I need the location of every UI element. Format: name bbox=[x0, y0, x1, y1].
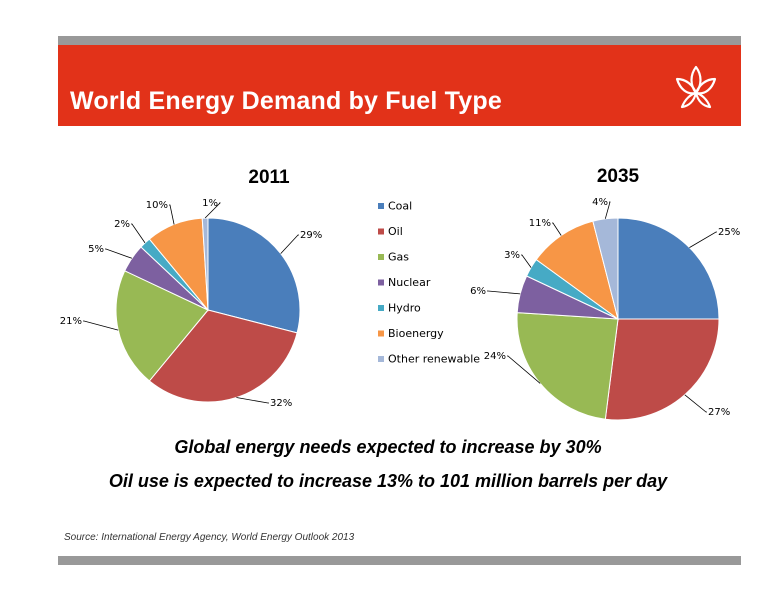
pie-slice-2035-gas bbox=[516, 312, 619, 420]
data-label-2035-hydro: 3% bbox=[504, 250, 520, 261]
leader-line-2035-oil bbox=[684, 394, 707, 413]
data-label-2011-hydro: 2% bbox=[114, 219, 130, 230]
data-label-2035-other-renewable: 4% bbox=[592, 197, 608, 208]
legend-label-hydro: Hydro bbox=[388, 302, 421, 315]
chart-legend: Coal Oil Gas Nuclear Hydro Bioenergy Other ren… bbox=[378, 200, 480, 366]
leader-line-2035-coal bbox=[689, 231, 717, 248]
data-label-2035-nuclear: 6% bbox=[470, 286, 486, 297]
data-label-2011-bioenergy: 10% bbox=[146, 200, 168, 211]
data-label-2011-nuclear: 5% bbox=[88, 244, 104, 255]
pie-slice-2011-gas bbox=[115, 270, 209, 382]
data-label-2035-coal: 25% bbox=[718, 227, 740, 238]
chart-2035-title: 2035 bbox=[597, 166, 640, 187]
legend-swatch-hydro bbox=[378, 305, 384, 311]
legend-label-oil: Oil bbox=[388, 225, 403, 238]
bottom-gray-bar bbox=[58, 556, 741, 565]
company-logo-icon bbox=[675, 65, 717, 109]
pie-slice-2035-oil bbox=[604, 318, 720, 421]
data-label-2011-oil: 32% bbox=[270, 398, 292, 409]
legend-swatch-bioenergy bbox=[378, 330, 384, 337]
leader-line-2011-hydro bbox=[131, 223, 146, 244]
pie-slice-2035-bioenergy bbox=[535, 220, 619, 321]
leader-line-2035-hydro bbox=[521, 254, 532, 268]
legend-swatch-other-renewable bbox=[378, 356, 384, 362]
source-note: Source: International Energy Agency, Wor… bbox=[64, 532, 355, 543]
statement-energy-needs: Global energy needs expected to increase… bbox=[174, 437, 602, 457]
charts-area: 2011 2035 29% 32% 21% 5% 2% 10% 1% 25% 27% 24% 6%… bbox=[60, 166, 740, 421]
data-label-2035-gas: 24% bbox=[484, 351, 506, 362]
leader-line-2011-oil bbox=[236, 397, 269, 404]
leader-line-2011-coal bbox=[280, 234, 299, 254]
data-label-2011-coal: 29% bbox=[300, 230, 322, 241]
legend-swatch-gas bbox=[378, 254, 384, 260]
statement-oil-use: Oil use is expected to increase 13% to 1… bbox=[108, 471, 668, 491]
slide-title: World Energy Demand by Fuel Type bbox=[70, 87, 502, 115]
legend-swatch-oil bbox=[378, 228, 384, 235]
leader-line-2035-nuclear bbox=[487, 290, 521, 295]
leader-line-2011-bioenergy bbox=[169, 204, 175, 225]
leader-line-2035-gas bbox=[507, 355, 541, 384]
legend-label-gas: Gas bbox=[388, 251, 409, 264]
leader-line-2011-nuclear bbox=[105, 248, 133, 259]
leader-line-2011-other-renewable bbox=[204, 202, 221, 219]
legend-label-coal: Coal bbox=[388, 200, 412, 213]
data-label-2035-bioenergy: 11% bbox=[529, 218, 551, 229]
pie-slice-2011-coal bbox=[207, 217, 301, 334]
leader-line-2035-other-renewable bbox=[604, 201, 611, 219]
pie-slice-2035-coal bbox=[617, 217, 720, 320]
top-gray-bar bbox=[58, 36, 741, 45]
legend-swatch-nuclear bbox=[378, 279, 384, 286]
data-label-2035-oil: 27% bbox=[708, 407, 730, 418]
data-label-2011-gas: 21% bbox=[60, 316, 82, 327]
title-banner: World Energy Demand by Fuel Type bbox=[58, 45, 741, 126]
data-label-2011-other-renewable: 1% bbox=[202, 198, 218, 209]
chart-2011-title: 2011 bbox=[248, 167, 290, 188]
leader-line-2035-bioenergy bbox=[552, 222, 562, 236]
legend-swatch-coal bbox=[378, 203, 384, 209]
pie-chart-2011: 29% 32% 21% 5% 2% 10% 1% bbox=[60, 198, 322, 409]
pie-slice-2011-other-renewable bbox=[201, 217, 209, 311]
legend-label-other-renewable: Other renewable bbox=[388, 353, 480, 366]
leader-line-2011-gas bbox=[83, 320, 119, 331]
legend-label-nuclear: Nuclear bbox=[388, 276, 431, 289]
pie-chart-2035: 25% 27% 24% 6% 3% 11% 4% bbox=[470, 197, 740, 421]
legend-label-bioenergy: Bioenergy bbox=[388, 327, 444, 340]
